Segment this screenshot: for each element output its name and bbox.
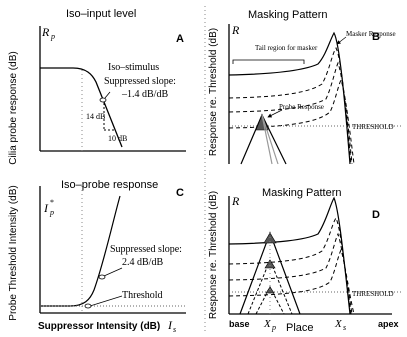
panel-b-probe-shifted: [261, 114, 279, 165]
panel-c-x-label: Suppressor Intensity (dB): [38, 321, 160, 332]
panel-c-threshold-pointer: [89, 295, 123, 307]
panel-d: Masking Pattern D Response re. Threshold…: [208, 187, 402, 334]
panel-a: Iso–input level A Cilia probe response (…: [8, 8, 186, 165]
panel-d-probe-response-2: [247, 258, 293, 315]
panel-b-tail-label: Tail region for masker: [255, 44, 318, 52]
panel-d-masker-curve-1: [228, 196, 351, 315]
panel-b-probe-arrow: [267, 109, 283, 118]
panel-b-probe-label: Probe Response: [279, 103, 324, 111]
panel-a-y-symbol: R: [41, 25, 50, 39]
panel-b-letter: B: [372, 31, 380, 43]
panel-c: Iso–probe response C Probe Threshold Int…: [8, 179, 186, 334]
panel-b-threshold-label: THRESHOLD: [352, 123, 394, 131]
panel-a-response-curve: [40, 67, 123, 148]
panel-c-slope-marker: [98, 274, 106, 280]
panel-c-threshold-label: Threshold: [122, 290, 163, 301]
panel-c-y-label: Probe Threshold Intensity (dB): [8, 185, 19, 320]
panel-d-y-symbol: R: [231, 194, 240, 208]
panel-d-probe-peak-2: [264, 259, 276, 269]
panel-b-masker-curve-3: [228, 61, 353, 165]
panel-a-annotation-line3: –1.4 dB/dB: [121, 89, 168, 100]
panel-c-y-symbol-sub: p: [49, 208, 54, 217]
panel-c-x-symbol-sub: s: [173, 325, 176, 334]
panel-a-annotation-line1: Iso–stimulus: [108, 62, 159, 73]
panel-b: Masking Pattern B Response re. Threshold…: [208, 9, 402, 165]
panel-c-y-symbol-sup: *: [50, 198, 54, 207]
panel-b-y-label: Response re. Threshold (dB): [208, 28, 219, 156]
panel-b-masker-curve-1: [228, 31, 351, 165]
panel-a-annotation-line2: Suppressed slope:: [104, 76, 176, 87]
panel-c-threshold-marker: [84, 303, 92, 309]
panel-d-masker-curve-4: [228, 248, 355, 315]
panel-d-xs-symbol: X: [334, 318, 343, 330]
panel-a-dim-vertical-label: 14 dB: [86, 112, 105, 121]
panel-a-y-label: Cilia probe response (dB): [8, 51, 19, 164]
panel-b-masker-curve-2: [228, 47, 352, 165]
panel-c-slope-line1: Suppressed slope:: [110, 244, 182, 255]
panel-b-y-symbol: R: [231, 23, 240, 37]
panel-d-masker-curve-2: [228, 216, 352, 315]
panel-a-y-symbol-sub: p: [50, 32, 55, 41]
panel-b-title: Masking Pattern: [248, 9, 327, 21]
panel-d-xp-symbol: X: [263, 318, 272, 330]
panel-d-xp-sub: p: [271, 323, 276, 332]
panel-a-title: Iso–input level: [66, 8, 136, 20]
panel-d-title: Masking Pattern: [262, 187, 341, 199]
panel-c-title: Iso–probe response: [61, 179, 158, 191]
panel-b-masker-arrow: [336, 36, 347, 45]
panel-c-letter: C: [176, 187, 184, 199]
panel-c-slope-pointer: [103, 267, 123, 277]
panel-d-letter: D: [372, 209, 380, 221]
panel-a-letter: A: [176, 33, 184, 45]
panel-c-slope-line2: 2.4 dB/dB: [122, 257, 163, 268]
panel-d-y-label: Response re. Threshold (dB): [208, 191, 219, 319]
panel-a-pointer-marker: [99, 97, 107, 103]
panel-d-x-label: Place: [286, 322, 314, 334]
panel-b-masker-curve-4: [228, 78, 355, 165]
panel-a-pointer: [104, 91, 111, 99]
panel-d-threshold-label: THRESHOLD: [352, 290, 394, 298]
panel-d-apex-label: apex: [378, 319, 399, 329]
panel-c-y-symbol: I: [43, 201, 49, 215]
panel-b-masker-label: Masker Response: [346, 30, 396, 38]
panel-c-threshold-curve: [40, 195, 121, 307]
panel-d-masker-curve-3: [228, 232, 353, 315]
panel-d-xs-sub: s: [343, 323, 346, 332]
panel-a-dim-horizontal-label: 10 dB: [108, 134, 127, 143]
panel-d-base-label: base: [229, 319, 250, 329]
panel-c-x-symbol: I: [167, 318, 173, 332]
panel-b-tail-bracket: [232, 59, 305, 64]
